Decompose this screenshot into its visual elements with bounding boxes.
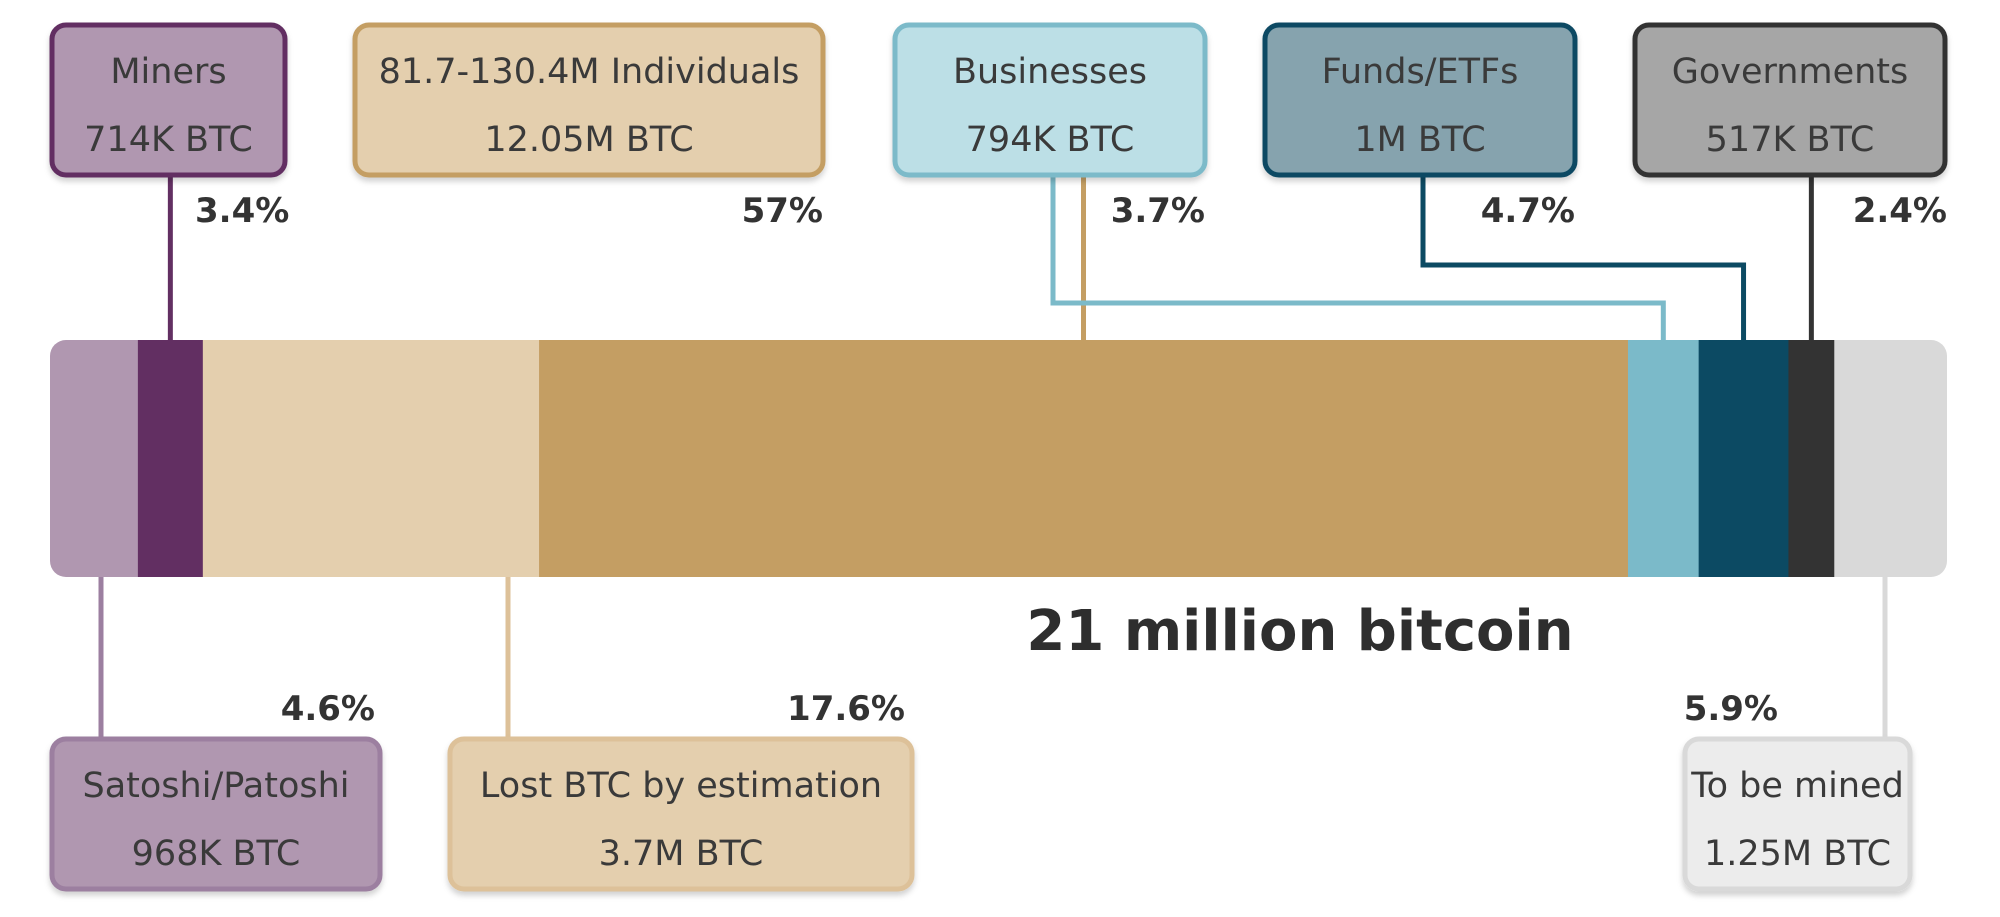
segment-percent-individuals: 57%: [742, 191, 823, 231]
percent-labels: 4.6% 3.4% 17.6% 57% 3.7% 4.7% 2.4% 5.9%: [195, 191, 1947, 729]
segment-percent-satoshi: 4.6%: [281, 689, 375, 729]
segment-percent-businesses: 3.7%: [1111, 191, 1205, 231]
segment-percent-tobemined: 5.9%: [1684, 689, 1778, 729]
bar-segment-satoshi: [50, 340, 139, 577]
bar-segment-individuals: [539, 340, 1629, 577]
label-boxes: Satoshi/Patoshi 968K BTC Miners 714K BTC Los…: [49, 22, 1948, 892]
segment-amount-lost: 3.7M BTC: [599, 834, 764, 874]
bar-segment-businesses: [1627, 340, 1700, 577]
segment-name-individuals: 81.7-130.4M Individuals: [379, 52, 800, 92]
label-box-governments: Governments 517K BTC: [1632, 22, 1948, 178]
stacked-bar: [50, 340, 1947, 577]
label-box-businesses: Businesses 794K BTC: [892, 22, 1208, 178]
label-box-bg-governments: [1632, 22, 1948, 178]
label-box-bg-lost: [447, 736, 915, 892]
segment-amount-funds: 1M BTC: [1354, 120, 1485, 160]
segment-name-satoshi: Satoshi/Patoshi: [83, 766, 350, 806]
bar-segment-miners: [137, 340, 204, 577]
segment-percent-miners: 3.4%: [195, 191, 289, 231]
connector-funds: [1420, 175, 1747, 340]
segment-percent-lost: 17.6%: [787, 689, 905, 729]
label-box-individuals: 81.7-130.4M Individuals 12.05M BTC: [352, 22, 826, 178]
label-box-bg-individuals: [352, 22, 826, 178]
segment-name-governments: Governments: [1672, 52, 1909, 92]
segment-name-funds: Funds/ETFs: [1322, 52, 1519, 92]
bar-segment-funds: [1698, 340, 1790, 577]
bar-segment-lost: [202, 340, 540, 577]
label-box-tobemined: To be mined 1.25M BTC: [1682, 736, 1913, 892]
segment-name-tobemined: To be mined: [1690, 766, 1904, 806]
bar-segment-governments: [1788, 340, 1835, 577]
segment-percent-governments: 2.4%: [1853, 191, 1947, 231]
total-supply-label: 21 million bitcoin: [1026, 599, 1573, 664]
label-box-bg-satoshi: [49, 736, 383, 892]
label-box-bg-miners: [49, 22, 288, 178]
label-box-lost: Lost BTC by estimation 3.7M BTC: [447, 736, 915, 892]
segment-name-miners: Miners: [110, 52, 226, 92]
segment-amount-satoshi: 968K BTC: [132, 834, 301, 874]
segment-amount-governments: 517K BTC: [1706, 120, 1875, 160]
bar-segment-tobemined: [1834, 340, 1947, 577]
label-box-miners: Miners 714K BTC: [49, 22, 288, 178]
connector-lines: [98, 175, 1888, 739]
label-box-bg-funds: [1262, 22, 1578, 178]
segment-amount-miners: 714K BTC: [84, 120, 253, 160]
label-box-funds: Funds/ETFs 1M BTC: [1262, 22, 1578, 178]
label-box-bg-businesses: [892, 22, 1208, 178]
label-box-bg-tobemined: [1682, 736, 1913, 892]
segment-name-lost: Lost BTC by estimation: [480, 766, 882, 806]
segment-amount-businesses: 794K BTC: [966, 120, 1135, 160]
segment-name-businesses: Businesses: [953, 52, 1147, 92]
segment-percent-funds: 4.7%: [1481, 191, 1575, 231]
label-box-satoshi: Satoshi/Patoshi 968K BTC: [49, 736, 383, 892]
connector-businesses: [1050, 175, 1666, 340]
segment-amount-tobemined: 1.25M BTC: [1704, 834, 1891, 874]
segment-amount-individuals: 12.05M BTC: [484, 120, 693, 160]
